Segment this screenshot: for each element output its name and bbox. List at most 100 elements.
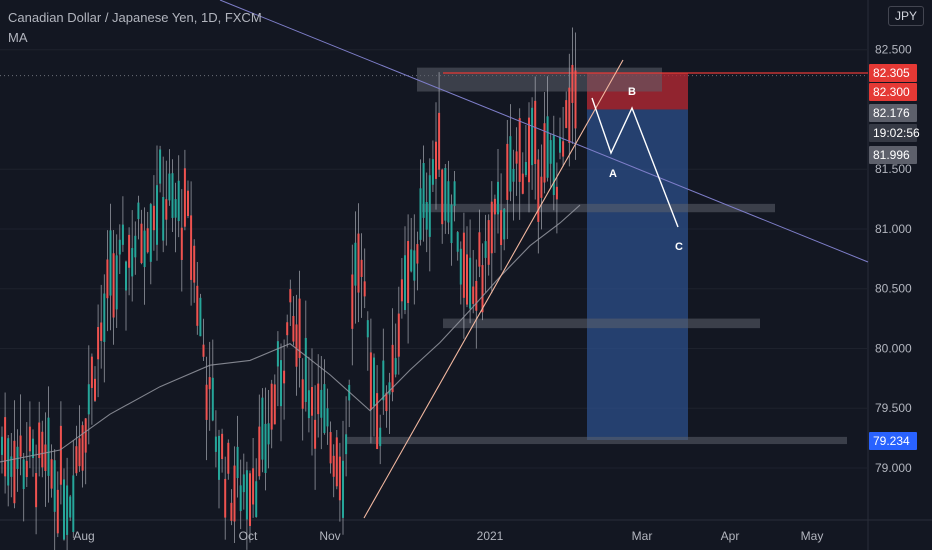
price-tag-marker (869, 104, 917, 122)
candle-body (323, 384, 326, 433)
candle-body (289, 289, 292, 303)
candle-body (50, 459, 53, 489)
candle-body (152, 205, 155, 231)
candle-body (552, 135, 555, 196)
support-zone (443, 318, 760, 329)
price-tag-label: 82.305 (873, 66, 910, 80)
candle-body (112, 253, 115, 318)
candle-body (143, 230, 146, 268)
candle-body (500, 210, 503, 246)
candle-body (199, 297, 202, 337)
candle-body (109, 230, 112, 296)
candle-body (227, 442, 230, 474)
candle-body (521, 173, 524, 194)
candle-body (379, 427, 382, 447)
candle-body (450, 204, 453, 244)
candle-body (571, 64, 574, 103)
wave-label: C (675, 241, 683, 253)
candle-body (295, 324, 298, 367)
price-tag-label: 19:02:56 (873, 126, 920, 140)
candle-body (97, 327, 100, 360)
candle-body (106, 259, 109, 299)
candle-body (128, 234, 131, 268)
candle-body (171, 173, 174, 218)
moving-average-line (0, 204, 581, 463)
candle-body (317, 383, 320, 415)
candle-body (385, 392, 388, 412)
price-tag-label: 82.176 (873, 106, 910, 120)
y-tick-label: 81.500 (875, 162, 912, 176)
candle-body (38, 422, 41, 459)
candle-body (258, 426, 261, 477)
candle-body (292, 315, 295, 342)
candle-body (543, 123, 546, 183)
candle-body (53, 460, 56, 512)
candle-body (84, 418, 87, 453)
candle-body (400, 279, 403, 302)
candle-body (245, 470, 248, 520)
candle-body (518, 118, 521, 182)
x-tick-label: May (801, 529, 824, 543)
candle-body (478, 232, 481, 267)
candle-body (568, 87, 571, 143)
candle-body (438, 112, 441, 170)
price-tag-resistance (869, 64, 917, 82)
candle-body (574, 70, 577, 129)
candle-body (47, 417, 50, 476)
ma-indicator-label[interactable]: MA (8, 30, 28, 45)
x-tick-label: Nov (319, 529, 340, 543)
price-tag-label: 79.234 (873, 434, 910, 448)
candle-body (540, 176, 543, 198)
candle-body (307, 390, 310, 419)
candle-body (255, 481, 258, 518)
candle-body (249, 473, 251, 526)
candle-body (388, 382, 391, 395)
candle-body (214, 436, 217, 452)
candle-body (149, 204, 152, 262)
x-tick-label: 2021 (477, 529, 504, 543)
chart-legend: Canadian Dollar / Japanese Yen, 1D, FXCM… (8, 8, 262, 48)
candle-body (1, 436, 3, 455)
candle-body (435, 141, 437, 179)
candle-body (270, 383, 273, 430)
candle-body (140, 223, 143, 264)
candle-body (190, 215, 193, 280)
candle-body (382, 360, 385, 401)
currency-button[interactable]: JPY (887, 6, 924, 26)
candle-body (13, 440, 16, 504)
candle-body (497, 181, 499, 215)
candle-body (118, 239, 121, 255)
candle-body (81, 425, 84, 471)
candle-body (218, 435, 220, 480)
down-trendline (219, 0, 869, 263)
candle-body (63, 479, 65, 540)
wave-label: B (628, 86, 636, 98)
candle-body (391, 344, 394, 393)
candle-body (100, 322, 103, 341)
support-zone (417, 67, 662, 92)
candle-body (549, 140, 552, 164)
candle-body (41, 431, 44, 468)
candle-body (397, 313, 400, 357)
candle-body (515, 151, 518, 164)
candle-body (205, 384, 208, 420)
candle-body (286, 322, 289, 336)
candle-body (484, 241, 487, 258)
candle-body (115, 255, 118, 310)
candle-body (94, 378, 96, 401)
candle-body (329, 432, 332, 464)
candle-body (314, 419, 317, 449)
candle-body (224, 478, 227, 518)
candle-body (459, 248, 462, 285)
candle-body (78, 438, 81, 467)
candle-body (56, 489, 59, 534)
target-zone (587, 109, 688, 440)
price-tag-marker (869, 146, 917, 164)
candle-body (345, 434, 348, 455)
candle-body (162, 197, 165, 241)
candle-body (311, 386, 313, 416)
candle-body (239, 485, 242, 512)
y-tick-label: 80.500 (875, 282, 912, 296)
